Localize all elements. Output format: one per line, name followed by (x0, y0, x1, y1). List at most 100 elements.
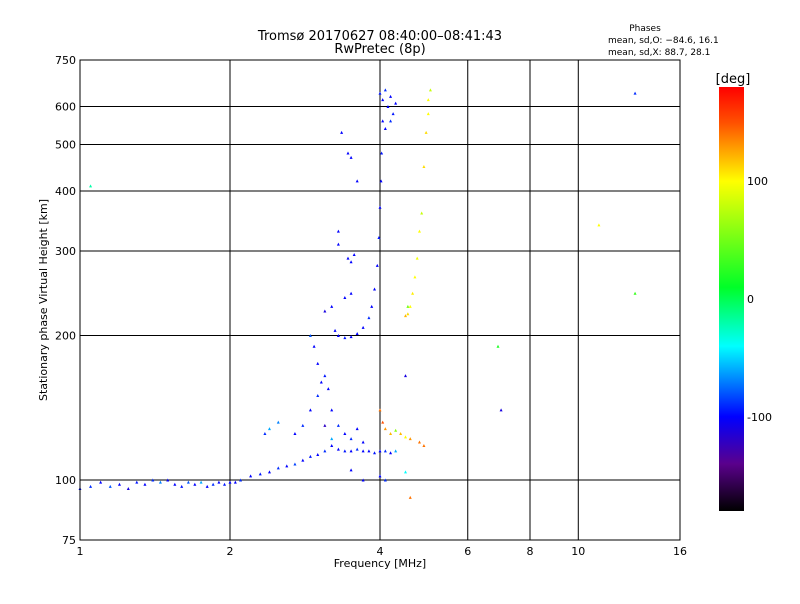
x-tick-label: 6 (464, 545, 471, 558)
data-point (330, 304, 334, 308)
x-tick-label: 16 (673, 545, 687, 558)
data-point (330, 408, 334, 412)
data-point (355, 447, 359, 451)
data-point (389, 432, 393, 436)
data-point (355, 331, 359, 335)
data-point (411, 291, 415, 295)
chart-subtitle: RwPretec (8p) (334, 42, 425, 57)
data-point (89, 184, 93, 188)
data-point (276, 420, 280, 424)
data-point (349, 437, 353, 441)
data-point (383, 88, 387, 92)
data-point (217, 480, 221, 484)
data-point (367, 316, 371, 320)
data-point (383, 126, 387, 130)
data-point (166, 478, 170, 482)
data-point (361, 478, 365, 482)
data-point (343, 296, 347, 300)
data-point (323, 423, 327, 427)
data-point (211, 482, 215, 486)
data-point (428, 88, 432, 92)
data-point (333, 328, 337, 332)
y-axis-label: Stationary phase Virtual Height [km] (37, 199, 50, 401)
data-point (394, 101, 398, 105)
data-point (422, 164, 426, 168)
data-point (361, 449, 365, 453)
x-tick-label: 4 (377, 545, 384, 558)
data-point (375, 263, 379, 267)
data-point (323, 374, 327, 378)
data-point (336, 242, 340, 246)
data-point (406, 304, 410, 308)
data-point (117, 482, 121, 486)
data-point (391, 112, 395, 116)
data-point (633, 291, 637, 295)
data-point (186, 480, 190, 484)
data-point (426, 98, 430, 102)
data-point (343, 432, 347, 436)
data-point (89, 484, 93, 488)
data-point (496, 344, 500, 348)
data-point (323, 309, 327, 313)
data-point (301, 458, 305, 462)
data-point (173, 482, 177, 486)
data-point (367, 449, 371, 453)
data-point (408, 304, 412, 308)
data-point (378, 449, 382, 453)
data-point (381, 98, 385, 102)
y-tick-label: 750 (55, 54, 76, 67)
data-point (389, 451, 393, 455)
data-point (228, 480, 232, 484)
data-point (426, 112, 430, 116)
data-point (223, 482, 227, 486)
data-point (336, 229, 340, 233)
data-point (403, 374, 407, 378)
data-point (316, 453, 320, 457)
data-point (378, 474, 382, 478)
data-point (267, 470, 271, 474)
x-tick-label: 10 (571, 545, 585, 558)
y-tick-label: 75 (62, 534, 76, 547)
data-point (336, 447, 340, 451)
data-point (383, 449, 387, 453)
data-point (370, 304, 374, 308)
grid-lines (80, 60, 680, 540)
colorbar-ticks: 100 0 -100 (747, 175, 772, 424)
chart-title: Tromsø 20170627 08:40:00–08:41:43 (257, 29, 502, 44)
data-point (293, 462, 297, 466)
y-tick-label: 600 (55, 101, 76, 114)
data-point (355, 427, 359, 431)
x-tick-label: 8 (527, 545, 534, 558)
data-point (499, 408, 503, 412)
data-point (403, 435, 407, 439)
data-point (379, 179, 383, 183)
colorbar-tick-label: -100 (747, 411, 772, 424)
data-point (420, 211, 424, 215)
data-point (378, 205, 382, 209)
colorbar-tick-label: 100 (747, 175, 768, 188)
data-point (389, 94, 393, 98)
data-point (267, 427, 271, 431)
data-point (193, 482, 197, 486)
data-point (349, 260, 353, 264)
colorbar-tick-label: 0 (747, 293, 754, 306)
data-point (399, 432, 403, 436)
y-tick-label: 400 (55, 185, 76, 198)
x-tick-label: 2 (227, 545, 234, 558)
data-point (346, 256, 350, 260)
data-point (381, 420, 385, 424)
data-point (349, 155, 353, 159)
data-points (78, 88, 637, 499)
data-point (373, 451, 377, 455)
data-point (319, 380, 323, 384)
data-point (415, 256, 419, 260)
data-point (403, 314, 407, 318)
data-point (99, 480, 103, 484)
data-point (301, 423, 305, 427)
data-point (381, 119, 385, 123)
data-point (373, 287, 377, 291)
data-point (383, 427, 387, 431)
data-point (108, 484, 112, 488)
data-point (417, 229, 421, 233)
